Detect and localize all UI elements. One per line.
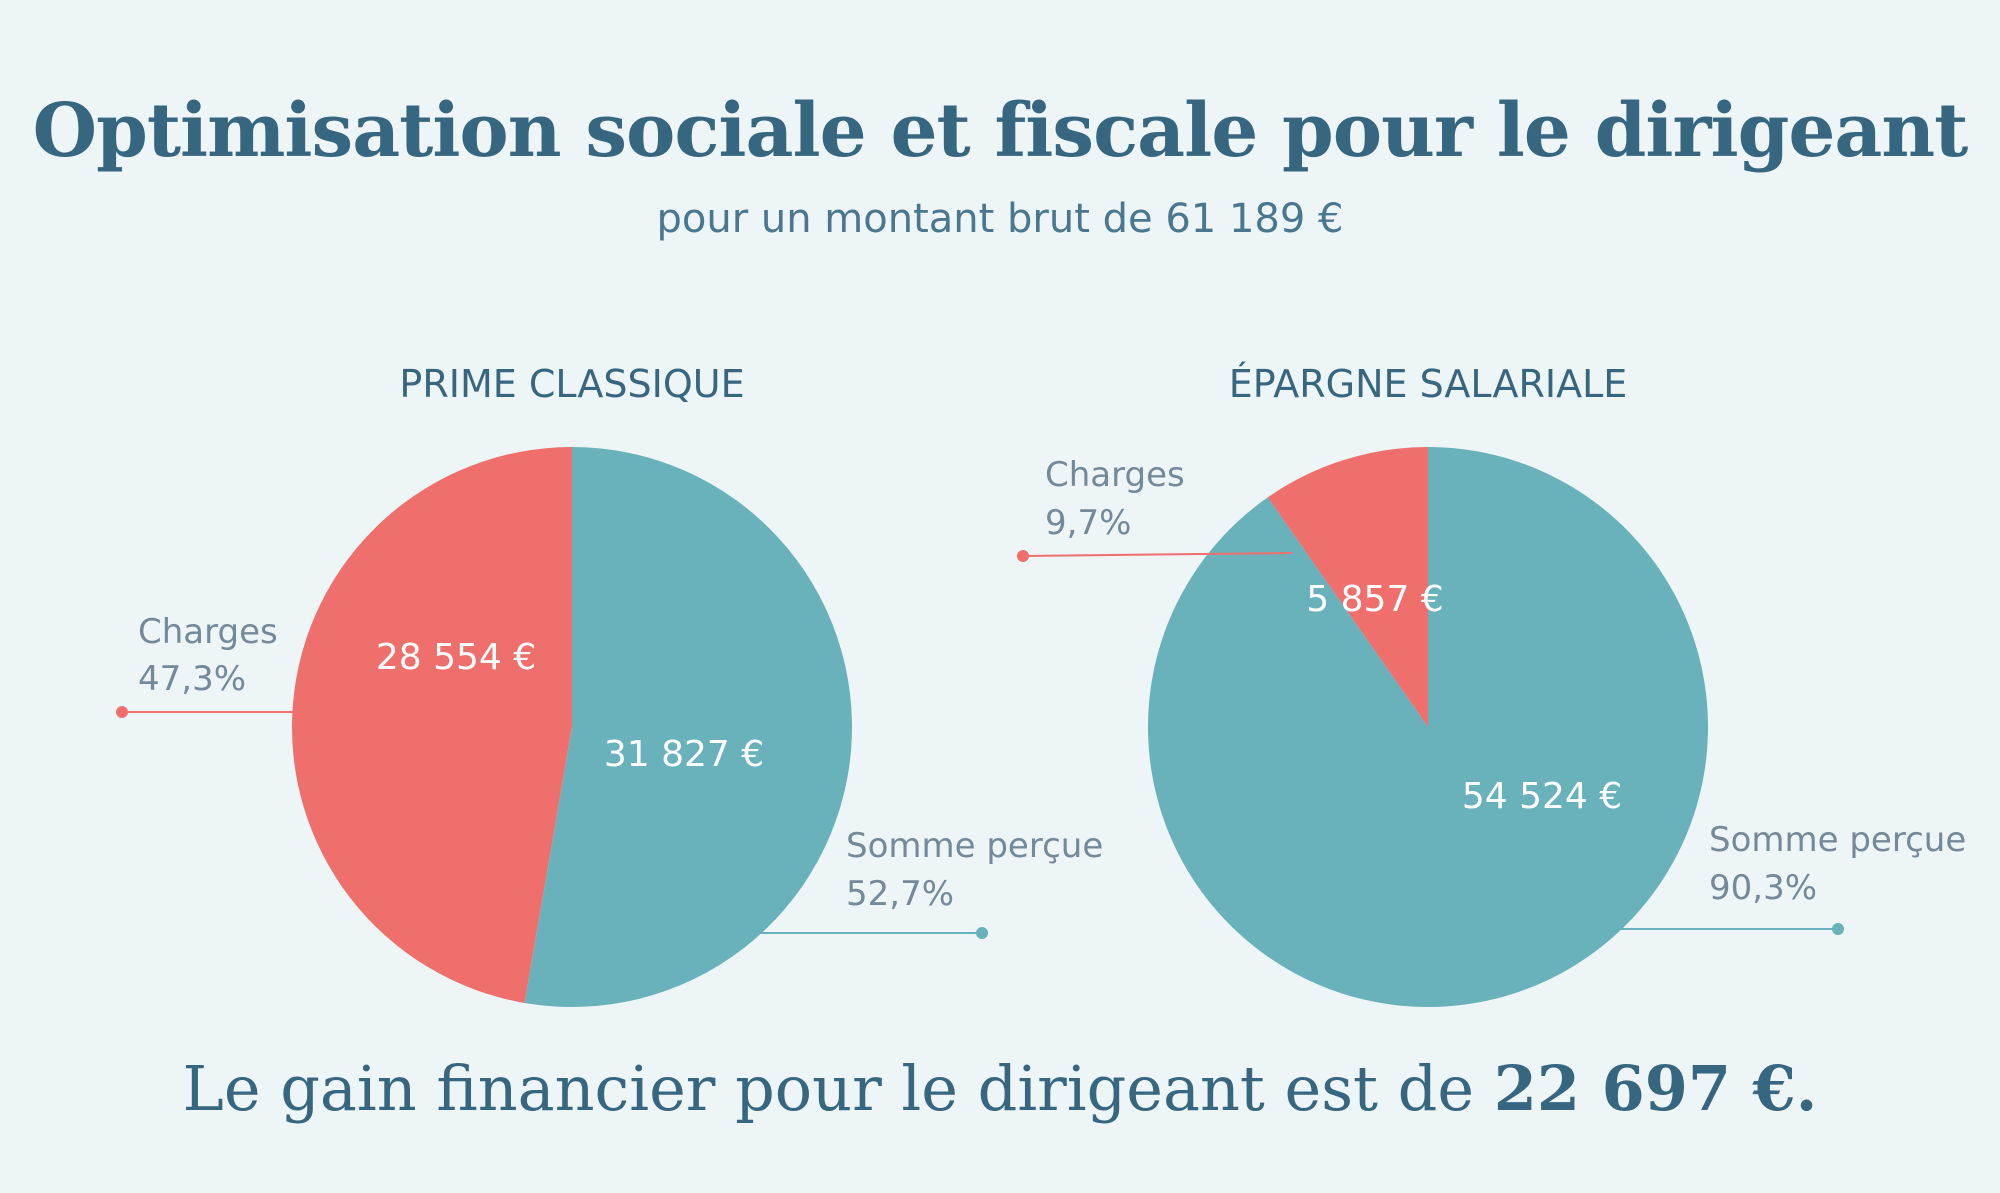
footer-amount: 22 697 €.: [1493, 1052, 1818, 1125]
callout-charges-prime-classique: Charges 47,3%: [116, 612, 296, 718]
outer-label-somme-percue-epargne-salariale: Somme perçue: [1709, 820, 1966, 860]
footer-summary: Le gain financier pour le dirigeant est …: [0, 1052, 2000, 1125]
slice-value-somme-percue-prime-classique: 31 827 €: [604, 734, 764, 775]
footer-text: Le gain financier pour le dirigeant est …: [182, 1052, 1475, 1125]
slice-value-charges-epargne-salariale: 5 857 €: [1306, 579, 1443, 620]
page-title: Optimisation sociale et fiscale pour le …: [32, 88, 1969, 174]
callout-charges-epargne-salariale: Charges 9,7%: [1017, 455, 1293, 562]
slice-value-somme-percue-epargne-salariale: 54 524 €: [1462, 776, 1622, 817]
outer-percent-somme-percue-prime-classique: 52,7%: [846, 874, 954, 914]
outer-percent-charges-prime-classique: 47,3%: [138, 659, 246, 699]
pie-chart-prime-classique: PRIME CLASSIQUE 28 554 € 31 827 € Charge…: [116, 362, 1103, 1007]
pie-chart-epargne-salariale: ÉPARGNE SALARIALE 5 857 € 54 524 € Charg…: [1017, 362, 1966, 1007]
callout-somme-percue-prime-classique: Somme perçue 52,7%: [760, 826, 1103, 939]
page-subtitle: pour un montant brut de 61 189 €: [656, 196, 1344, 242]
callout-somme-percue-epargne-salariale: Somme perçue 90,3%: [1620, 820, 1966, 935]
slice-somme-percue-epargne-salariale: [1148, 447, 1709, 1007]
outer-label-charges-epargne-salariale: Charges: [1045, 455, 1185, 495]
outer-percent-somme-percue-epargne-salariale: 90,3%: [1709, 868, 1817, 908]
outer-percent-charges-epargne-salariale: 9,7%: [1045, 503, 1131, 543]
chart-title-epargne-salariale: ÉPARGNE SALARIALE: [1229, 362, 1628, 406]
slice-charges-prime-classique: [291, 447, 572, 1003]
slice-somme-percue-prime-classique: [524, 447, 852, 1007]
outer-label-somme-percue-prime-classique: Somme perçue: [846, 826, 1103, 866]
slice-value-charges-prime-classique: 28 554 €: [376, 637, 536, 678]
slice-charges-epargne-salariale: [1267, 447, 1428, 727]
chart-title-prime-classique: PRIME CLASSIQUE: [399, 362, 744, 406]
outer-label-charges-prime-classique: Charges: [138, 612, 278, 652]
